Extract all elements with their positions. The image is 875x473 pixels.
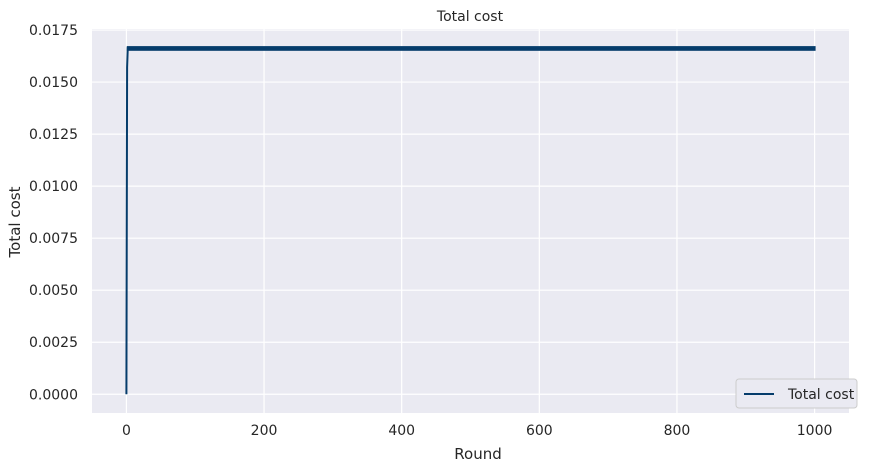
x-axis-label: Round bbox=[454, 445, 501, 463]
x-tick-label: 600 bbox=[526, 423, 553, 439]
x-tick-label: 1000 bbox=[797, 423, 833, 439]
x-tick-label: 400 bbox=[388, 423, 415, 439]
chart-title: Total cost bbox=[436, 9, 504, 25]
series-layer bbox=[125, 46, 816, 395]
series-line-total-cost-rise bbox=[125, 47, 129, 395]
y-tick-label: 0.0025 bbox=[29, 335, 78, 351]
x-tick-label: 800 bbox=[664, 423, 691, 439]
plot-area bbox=[92, 29, 849, 413]
legend-label-total-cost: Total cost bbox=[787, 387, 855, 403]
y-tick-label: 0.0000 bbox=[29, 387, 78, 403]
series-band-total-cost bbox=[126, 46, 816, 51]
x-tick-label: 200 bbox=[251, 423, 278, 439]
y-tick-label: 0.0100 bbox=[29, 179, 78, 195]
y-tick-label: 0.0075 bbox=[29, 231, 78, 247]
y-axis-label: Total cost bbox=[6, 186, 24, 258]
legend-box bbox=[735, 378, 858, 409]
y-tick-label: 0.0150 bbox=[29, 75, 78, 91]
legend: Total cost bbox=[735, 378, 858, 409]
x-tick-label: 0 bbox=[122, 423, 131, 439]
grid bbox=[92, 29, 849, 413]
tick-labels: 0 200 400 600 800 1000 0.0000 0.0025 0.0050 0.007… bbox=[29, 23, 832, 439]
y-tick-label: 0.0125 bbox=[29, 127, 78, 143]
y-tick-label: 0.0175 bbox=[29, 23, 78, 39]
y-tick-label: 0.0050 bbox=[29, 283, 78, 299]
